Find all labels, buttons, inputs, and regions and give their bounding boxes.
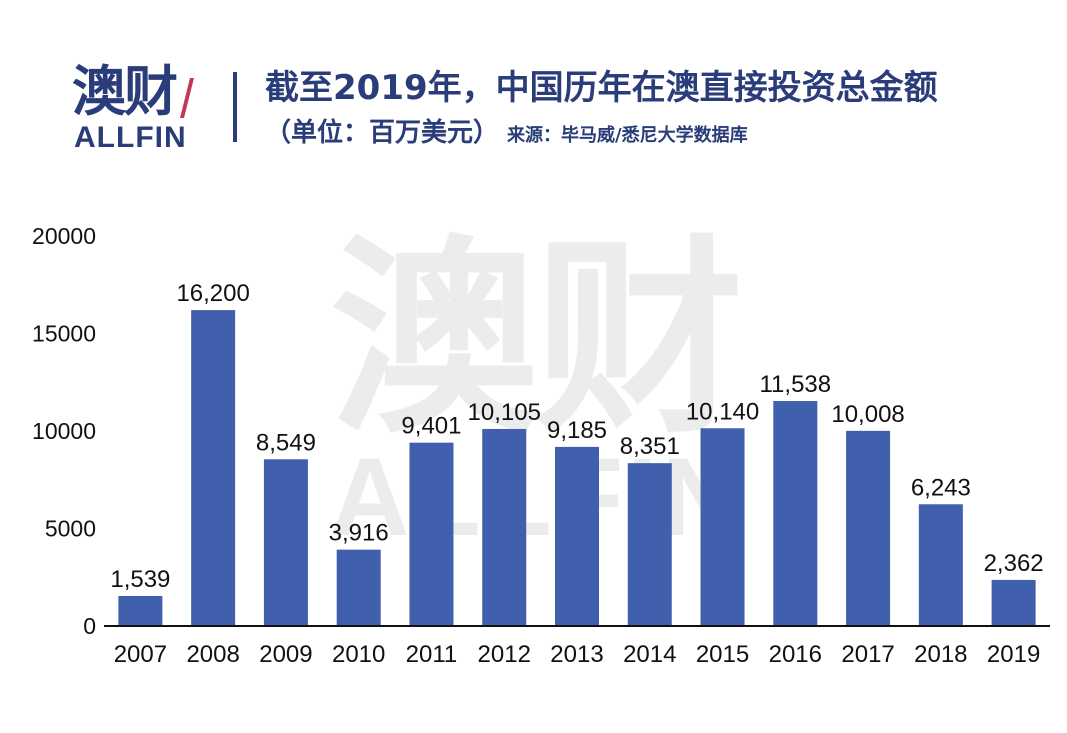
chart-subtitle: （单位：百万美元） 来源：毕马威/悉尼大学数据库 [265, 112, 748, 149]
bar-value-label: 16,200 [176, 280, 249, 307]
x-tick-label: 2016 [769, 641, 822, 668]
bar-value-label: 11,538 [759, 371, 831, 398]
bar [991, 579, 1036, 626]
x-tick-label: 2015 [696, 641, 749, 668]
logo-accent-mark [180, 78, 194, 118]
bar [627, 463, 672, 626]
bar-value-label: 10,140 [686, 398, 759, 425]
bar-value-label: 9,185 [547, 417, 607, 444]
x-tick-label: 2018 [914, 641, 967, 668]
chart-title: 截至2019年，中国历年在澳直接投资总金额 [265, 68, 938, 108]
allfin-logo: 澳财 ALLFIN [72, 62, 212, 157]
y-tick-label: 10000 [32, 418, 96, 444]
bar-value-label: 8,351 [620, 433, 680, 460]
bar-value-label: 6,243 [911, 474, 971, 501]
unit-label: （单位：百万美元） [265, 118, 500, 148]
x-tick-label: 2009 [259, 641, 312, 668]
bar [773, 401, 818, 626]
x-tick-label: 2011 [406, 641, 458, 668]
y-tick-label: 5000 [45, 516, 96, 542]
bar [700, 428, 745, 626]
y-tick-label: 20000 [32, 223, 96, 249]
bar [846, 430, 891, 626]
x-tick-label: 2007 [114, 641, 167, 668]
x-tick-label: 2014 [623, 641, 676, 668]
bar-value-label: 10,105 [468, 399, 541, 426]
y-tick-label: 0 [83, 613, 96, 639]
logo-chinese-text: 澳财 [72, 60, 178, 123]
bar-value-label: 3,916 [329, 520, 389, 547]
bar-value-label: 2,362 [984, 550, 1044, 577]
logo-english-text: ALLFIN [74, 121, 187, 154]
bar [409, 442, 454, 626]
x-tick-label: 2017 [841, 641, 894, 668]
bar [118, 595, 163, 626]
header-divider [233, 72, 237, 142]
source-label: 来源：毕马威/悉尼大学数据库 [507, 125, 748, 146]
bar [336, 549, 381, 626]
bar [191, 310, 236, 626]
bar-value-label: 10,008 [831, 401, 904, 428]
bar [263, 459, 308, 626]
bar-value-label: 8,549 [256, 429, 316, 456]
x-tick-label: 2012 [478, 641, 531, 668]
x-tick-label: 2019 [987, 641, 1040, 668]
bar-value-label: 9,401 [401, 413, 461, 440]
bar [482, 428, 527, 626]
x-tick-label: 2010 [332, 641, 385, 668]
y-tick-label: 15000 [32, 321, 96, 347]
bar [918, 504, 963, 626]
bar-value-label: 1,539 [110, 566, 170, 593]
x-tick-label: 2008 [186, 641, 239, 668]
x-tick-label: 2013 [550, 641, 603, 668]
bar [555, 446, 599, 626]
